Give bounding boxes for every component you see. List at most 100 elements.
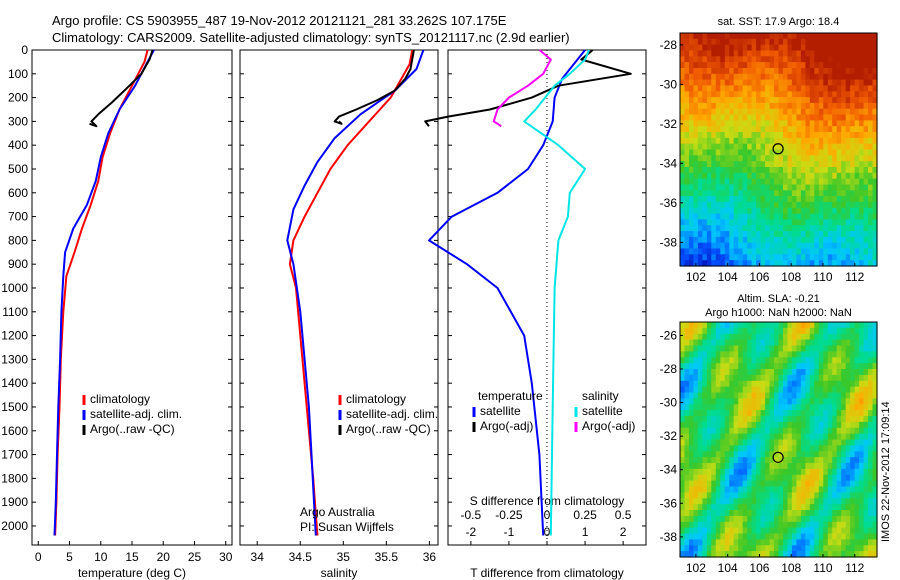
sla-cell <box>800 345 806 352</box>
sst-cell <box>715 207 721 215</box>
sla-cell <box>787 351 793 358</box>
sst-cell <box>872 79 878 86</box>
sla-cell <box>751 545 757 552</box>
sla-cell <box>706 480 712 488</box>
sla-cell <box>841 474 847 482</box>
sla-cell <box>711 510 717 517</box>
sla-cell <box>765 504 771 511</box>
sla-cell <box>751 333 757 341</box>
sla-cell <box>702 339 708 347</box>
sla-cell <box>859 433 865 441</box>
sst-cell <box>760 102 766 110</box>
sst-cell <box>818 126 824 133</box>
sst-cell <box>711 178 717 185</box>
sst-cell <box>751 114 757 121</box>
sst-cell <box>845 161 851 168</box>
sla-cell <box>818 545 824 552</box>
sla-cell <box>823 392 829 399</box>
sst-cell <box>742 114 748 121</box>
sst-cell <box>827 108 833 116</box>
sst-cell <box>787 190 793 197</box>
sst-cell <box>751 79 757 86</box>
sla-cell <box>832 486 838 493</box>
sla-cell <box>702 445 708 452</box>
sla-cell <box>742 445 748 452</box>
sla-cell <box>778 510 784 517</box>
sla-cell <box>765 474 771 482</box>
sst-cell <box>751 201 757 209</box>
sla-cell <box>693 468 699 476</box>
sla-cell <box>751 380 757 388</box>
sla-cell <box>778 533 784 540</box>
sst-cell <box>823 79 829 86</box>
sst-cell <box>689 108 695 116</box>
sst-cell <box>706 137 712 145</box>
sst-cell <box>845 38 851 46</box>
sdiff-tick-label: 0 <box>544 508 551 522</box>
sst-cell <box>850 132 856 139</box>
sst-cell <box>706 196 712 203</box>
sla-cell <box>778 421 784 429</box>
sst-cell <box>684 184 690 191</box>
sst-cell <box>729 201 735 209</box>
sst-cell <box>827 143 833 151</box>
sla-cell <box>680 398 686 405</box>
sst-cell <box>850 248 856 255</box>
sst-cell <box>783 219 789 226</box>
sla-cell <box>836 351 842 358</box>
sla-cell <box>872 521 878 529</box>
sla-cell <box>841 433 847 441</box>
sla-cell <box>697 492 703 499</box>
sla-cell <box>769 339 775 347</box>
sla-cell <box>791 410 797 417</box>
sst-cell <box>751 91 757 98</box>
sla-cell <box>823 339 829 347</box>
sst-cell <box>689 161 695 168</box>
sst-cell <box>818 62 824 69</box>
sla-cell <box>778 369 784 376</box>
sst-cell <box>765 73 771 81</box>
sla-cell <box>863 539 869 546</box>
sla-cell <box>863 421 869 429</box>
sst-cell <box>868 114 874 121</box>
sst-cell <box>729 91 735 98</box>
sla-cell <box>765 533 771 540</box>
sla-cell <box>774 398 780 405</box>
sst-cell <box>765 143 771 151</box>
sst-cell <box>791 231 797 238</box>
sla-cell <box>850 480 856 488</box>
sst-cell <box>805 50 811 57</box>
sla-cell <box>823 363 829 370</box>
sst-cell <box>832 73 838 81</box>
sst-cell <box>818 172 824 180</box>
sst-cell <box>738 172 744 180</box>
sla-cell <box>791 492 797 499</box>
sst-cell <box>711 68 717 75</box>
sst-cell <box>859 143 865 151</box>
sst-cell <box>796 242 802 250</box>
sst-cell <box>724 44 730 51</box>
sla-cell <box>827 545 833 552</box>
sla-lat-tick-label: -26 <box>660 328 678 342</box>
sla-cell <box>787 427 793 435</box>
sla-cell <box>720 510 726 517</box>
sla-cell <box>680 345 686 352</box>
sst-cell <box>814 167 820 174</box>
sla-cell <box>756 504 762 511</box>
sla-cell <box>706 457 712 464</box>
sla-cell <box>715 445 721 452</box>
sla-cell <box>756 433 762 441</box>
sst-cell <box>863 172 869 180</box>
sst-cell <box>747 225 753 232</box>
sst-cell <box>742 231 748 238</box>
sla-cell <box>796 521 802 529</box>
sla-cell <box>697 380 703 388</box>
sla-cell <box>765 369 771 376</box>
sst-cell <box>800 68 806 75</box>
sla-cell <box>742 539 748 546</box>
sst-cell <box>756 50 762 57</box>
sla-cell <box>845 374 851 382</box>
sla-cell <box>783 339 789 347</box>
sla-cell <box>832 457 838 464</box>
difference-series-salinityargo <box>492 49 552 128</box>
